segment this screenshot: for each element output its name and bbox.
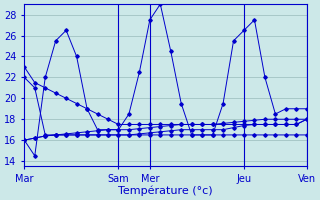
X-axis label: Température (°c): Température (°c): [118, 185, 213, 196]
